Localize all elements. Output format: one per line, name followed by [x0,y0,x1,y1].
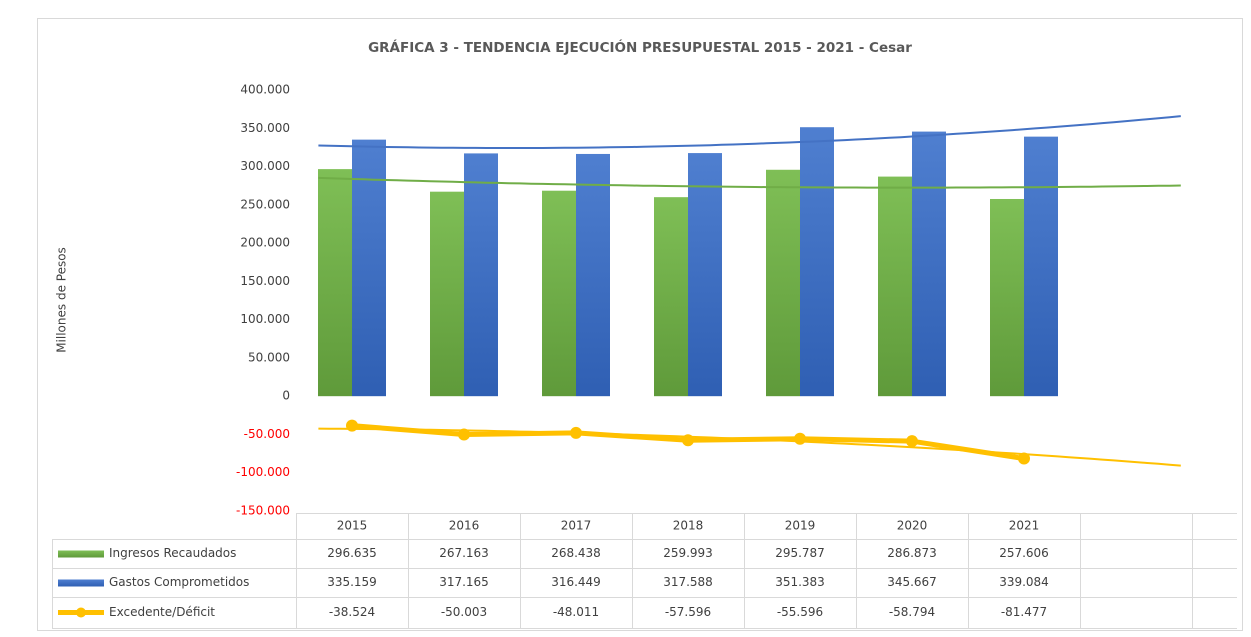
y-tick-label: 150.000 [240,274,290,288]
y-tick-label: 100.000 [240,312,290,326]
bar [430,191,464,397]
table-value: -55.596 [777,605,823,619]
table-value: 317.588 [663,575,713,589]
x-tick-label: 2018 [673,519,704,533]
table-value: -38.524 [329,605,375,619]
line-marker [1018,452,1030,465]
bar [318,169,352,397]
y-tick-label: -100.000 [236,465,290,479]
bar [576,153,610,397]
bar [912,131,946,397]
bar [654,197,688,397]
y-tick-label: 200.000 [240,236,290,250]
bar [688,153,722,397]
bar [878,176,912,397]
x-tick-label: 2020 [897,519,928,533]
bar [800,127,834,397]
table-value: 339.084 [999,575,1049,589]
bar [542,190,576,397]
table-value: 259.993 [663,546,713,560]
y-tick-label: -150.000 [236,504,290,518]
table-value: 268.438 [551,546,601,560]
x-tick-label: 2015 [337,519,368,533]
table-value: -50.003 [441,605,487,619]
table-value: 286.873 [887,546,937,560]
line-marker [906,435,918,448]
table-value: -58.794 [889,605,935,619]
line-marker [682,434,694,447]
table-value: -57.596 [665,605,711,619]
chart-frame [37,18,1243,631]
legend-swatch [58,550,104,558]
y-axis-label: Millones de Pesos [55,247,69,353]
x-tick-label: 2016 [449,519,480,533]
table-value: -48.011 [553,605,599,619]
trendline [318,115,1181,149]
y-tick-label: -50.000 [244,427,290,441]
line-marker [458,428,470,441]
trendline [318,176,1181,189]
bar [990,198,1024,397]
bar [352,139,386,397]
legend-swatch [58,579,104,587]
legend-label: Ingresos Recaudados [109,546,236,560]
legend-label: Excedente/Déficit [109,605,215,619]
table-value: 296.635 [327,546,377,560]
table-value: 295.787 [775,546,825,560]
bar [464,153,498,397]
table-value: 267.163 [439,546,489,560]
line-marker [570,426,582,439]
y-tick-label: 0 [282,389,290,403]
table-value: 351.383 [775,575,825,589]
y-tick-label: 50.000 [248,350,290,364]
legend-swatch [76,607,86,618]
x-tick-label: 2021 [1009,519,1040,533]
x-tick-label: 2019 [785,519,816,533]
chart-title: GRÁFICA 3 - TENDENCIA EJECUCIÓN PRESUPUE… [368,38,912,56]
table-value: 316.449 [551,575,601,589]
x-tick-label: 2017 [561,519,592,533]
table-value: 335.159 [327,575,377,589]
table-value: 345.667 [887,575,937,589]
table-value: 317.165 [439,575,489,589]
y-tick-label: 300.000 [240,159,290,173]
bar [766,169,800,397]
bar [1024,136,1058,397]
y-tick-label: 350.000 [240,121,290,135]
table-value: 257.606 [999,546,1049,560]
legend-label: Gastos Comprometidos [109,575,249,589]
line-marker [346,419,358,432]
y-tick-label: 400.000 [240,83,290,97]
y-tick-label: 250.000 [240,197,290,211]
table-value: -81.477 [1001,605,1047,619]
line-marker [794,432,806,445]
